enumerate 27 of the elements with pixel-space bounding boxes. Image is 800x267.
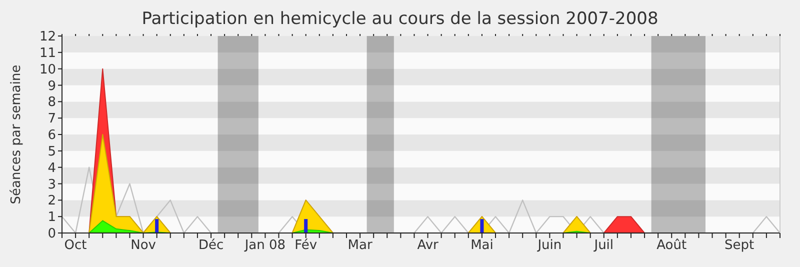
x-tick-label: Mai bbox=[470, 238, 494, 253]
x-tick-label: Nov bbox=[130, 238, 156, 253]
y-tick-label: 1 bbox=[48, 210, 56, 226]
y-tick-label: 9 bbox=[48, 78, 56, 94]
y-tick-label: 12 bbox=[39, 30, 56, 44]
x-tick-label: Sept bbox=[724, 238, 754, 253]
x-tick-label: Oct bbox=[64, 238, 87, 253]
chart-title: Participation en hemicycle au cours de la session 2007-2008 bbox=[142, 9, 658, 29]
x-tick-label: Mar bbox=[348, 238, 373, 253]
y-tick-label: 10 bbox=[39, 62, 56, 78]
x-tick-label: Août bbox=[656, 238, 687, 253]
y-tick-label: 8 bbox=[48, 95, 56, 110]
x-tick-label: Fév bbox=[294, 238, 318, 253]
x-tick-label: Juil bbox=[593, 238, 614, 253]
y-tick-label: 6 bbox=[48, 128, 56, 143]
y-tick-label: 5 bbox=[48, 144, 56, 160]
y-tick-label: 3 bbox=[48, 177, 56, 192]
y-tick-label: 2 bbox=[48, 194, 56, 209]
y-tick-label: 4 bbox=[48, 160, 56, 176]
x-tick-label: Juin bbox=[536, 238, 562, 253]
x-tick-label: Jan 08 bbox=[244, 238, 286, 253]
x-tick-label: Déc bbox=[198, 238, 224, 253]
y-tick-label: 11 bbox=[39, 46, 56, 61]
y-tick-label: 0 bbox=[48, 226, 56, 242]
y-tick-label: 7 bbox=[48, 112, 56, 127]
x-tick-label: Avr bbox=[417, 238, 440, 253]
y-axis-title: Séances par semaine bbox=[9, 64, 24, 204]
